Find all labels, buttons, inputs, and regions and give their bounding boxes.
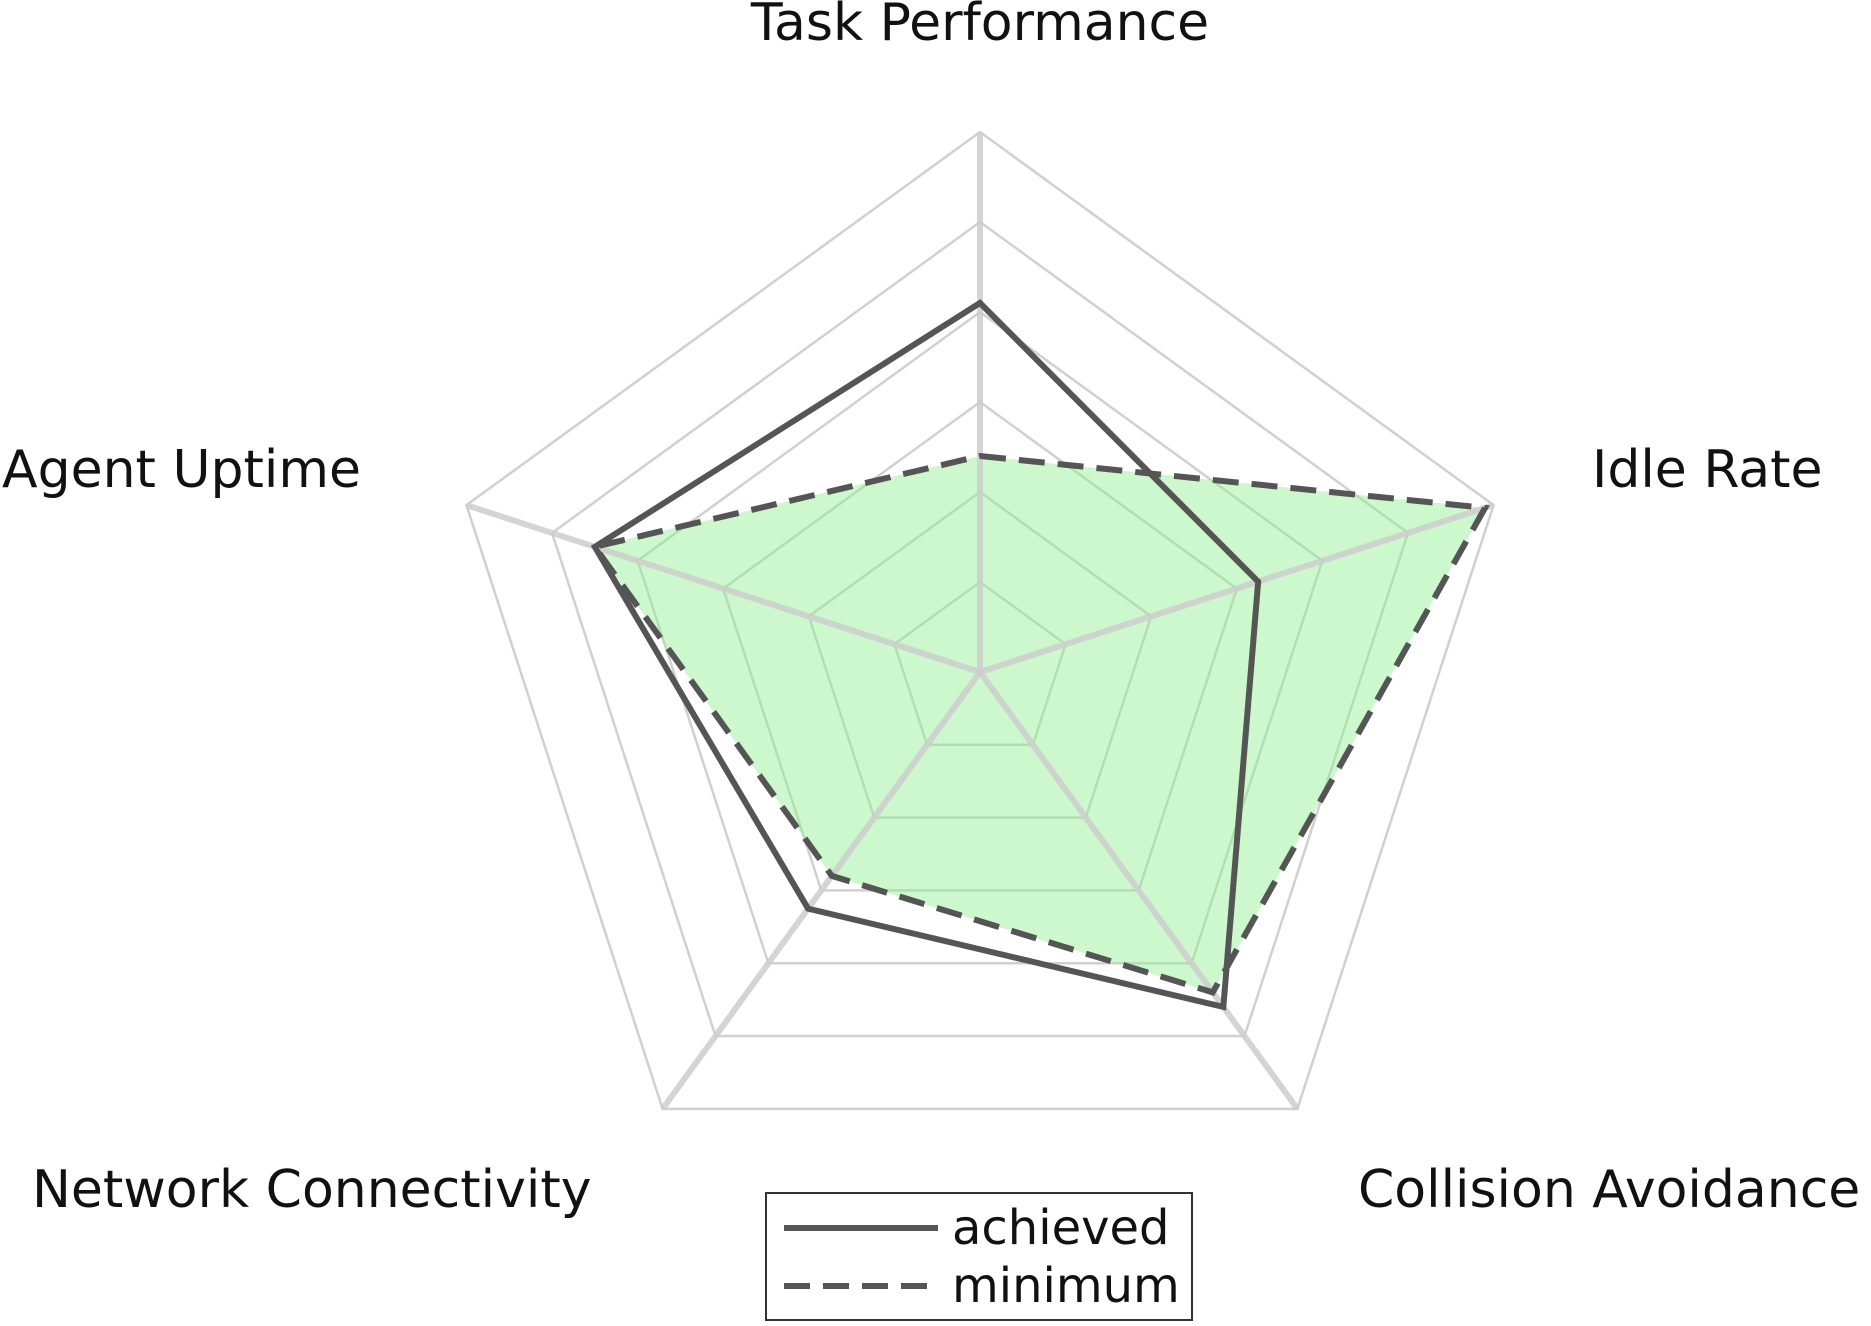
spoke-agent-uptime	[465, 502, 981, 675]
legend: achieved minimum	[765, 1192, 1193, 1321]
spoke-network-connectivity	[660, 670, 983, 1111]
legend-label-minimum: minimum	[952, 1258, 1180, 1314]
grid-ring	[464, 130, 1496, 1111]
legend-label-achieved: achieved	[952, 1200, 1170, 1256]
series-line-minimum	[589, 452, 1490, 996]
legend-box	[765, 1192, 1193, 1321]
grid-layer	[464, 130, 1496, 1111]
spoke-idle-rate	[979, 502, 1495, 675]
fill-layer	[594, 456, 1486, 993]
spoke-layer	[465, 132, 1495, 1111]
grid-ring	[721, 400, 1239, 892]
grid-ring	[550, 220, 1410, 1038]
spoke-collision-avoidance	[977, 670, 1300, 1111]
grid-ring	[807, 490, 1153, 819]
axis-label-collision-avoidance: Collision Avoidance	[1358, 1160, 1860, 1220]
grid-ring	[892, 580, 1068, 747]
series-layer	[589, 299, 1490, 1011]
axis-label-idle-rate: Idle Rate	[1592, 440, 1823, 500]
axis-label-network-connectivity: Network Connectivity	[32, 1160, 591, 1220]
axis-label-agent-uptime: Agent Uptime	[2, 440, 361, 500]
series-fill-minimum	[594, 456, 1486, 993]
series-line-achieved	[590, 299, 1262, 1011]
grid-ring	[636, 310, 1324, 965]
axis-label-task-performance: Task Performance	[750, 0, 1209, 53]
